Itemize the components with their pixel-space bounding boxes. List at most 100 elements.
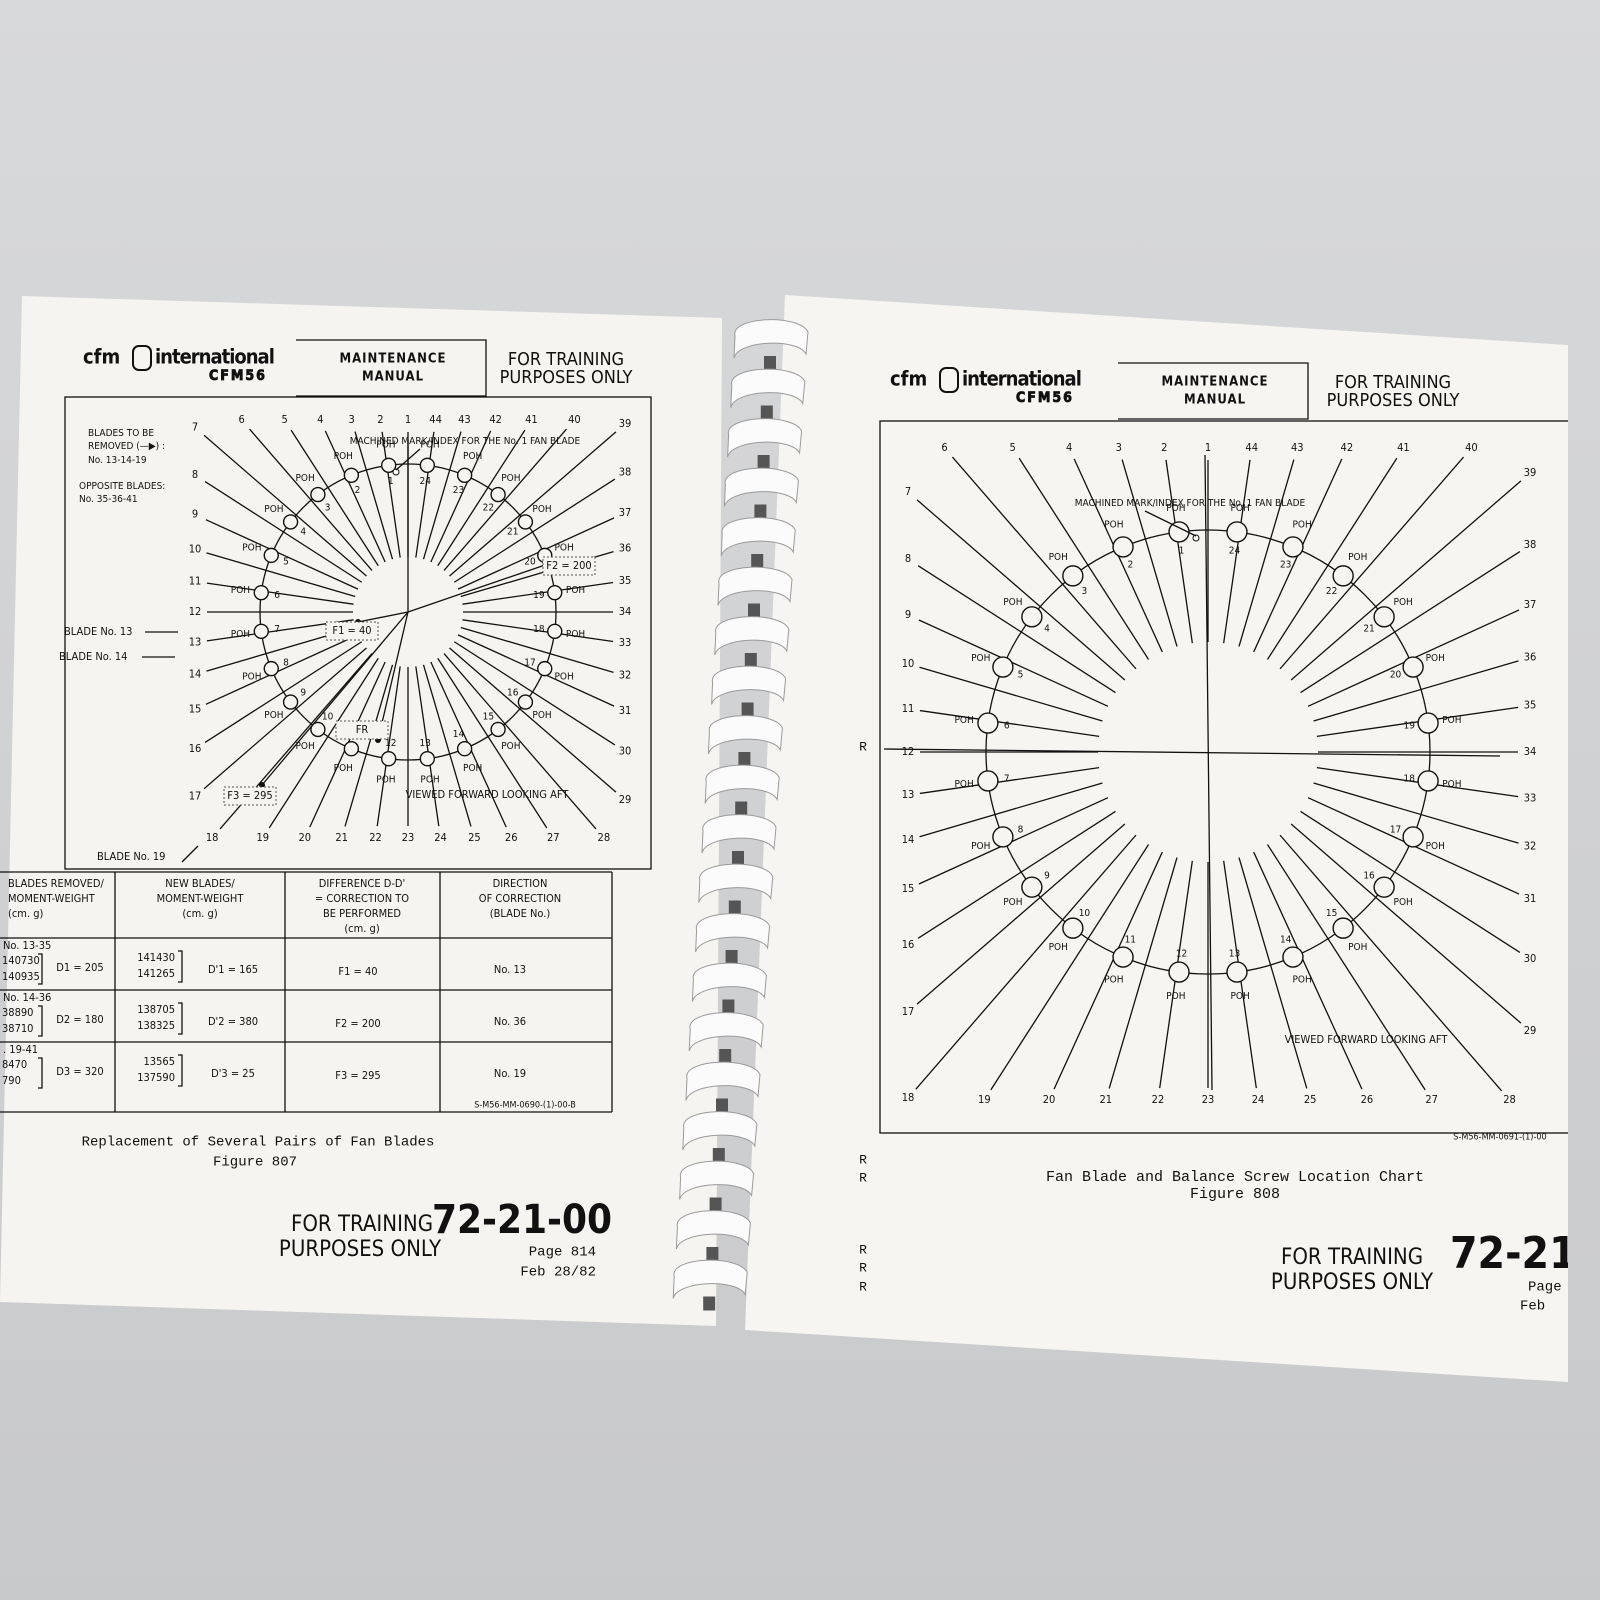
blade-number: 23 [402,831,415,844]
balance-screw [547,584,563,601]
balance-screw [253,584,269,601]
screw-number: 6 [274,590,280,601]
balance-screw [1282,536,1304,558]
correction-label: F2 = 200 [546,559,591,572]
balance-screw [547,623,563,640]
blade-callout: BLADE No. 13 [64,625,132,638]
cell-weight: 8470 [2,1058,27,1071]
blade-number: 29 [1524,1024,1537,1037]
poh-label: POH [971,653,990,664]
poh-label: POH [463,451,482,462]
binding-slot [709,1197,722,1212]
right-sheet [745,295,1568,1382]
blade-number: 35 [619,574,632,587]
poh-label: POH [1230,991,1249,1002]
section-number: 72-21- [1450,1228,1593,1279]
blade-number: 11 [189,574,202,587]
blade-number: 37 [619,506,632,519]
blade-line [415,666,440,827]
binding-loop [727,418,803,458]
screw-number: 17 [524,658,535,669]
blade-number: 12 [189,605,202,618]
drawing-code: S-M56-MM-0691-(1)-00 [1453,1133,1546,1143]
view-note: VIEWED FORWARD LOOKING AFT [1285,1033,1449,1046]
screw-number: 19 [533,590,545,601]
blade-line [1300,551,1521,694]
balance-screw [263,660,279,677]
blade-number: 1 [1205,441,1211,454]
binding-slot [732,851,744,865]
header-box [296,339,487,397]
blade-number: 3 [348,413,354,426]
bracket [178,950,183,983]
binding-loop [717,566,793,606]
blade-number: 10 [189,542,202,555]
blade-line [1238,857,1308,1089]
removed-note: REMOVED (—▶) : [88,441,165,452]
cell-direction: No. 36 [494,1015,526,1028]
cell-weight: 13565 [144,1055,175,1068]
logo-name: international [155,345,274,369]
poh-label: POH [420,439,439,450]
engine: CFM56 [1016,390,1074,406]
correction-box [223,786,277,806]
blade-line [453,641,616,746]
blade-line [917,810,1116,939]
poh-label: POH [334,451,353,462]
blade-number: 44 [1245,441,1258,454]
blade-line [290,429,379,567]
binding-loop [723,467,799,507]
binding-slot [754,504,767,519]
balance-screw [1373,606,1395,628]
index-leader [1144,510,1197,537]
poh-label: POH [1348,942,1367,953]
manual-title: MANUAL [362,370,424,385]
poh-label: POH [501,473,520,484]
screw-number: 12 [1176,948,1187,959]
removed-note: BLADES TO BE [88,428,154,439]
blade-line [916,499,1126,681]
binding-loop [704,764,780,804]
screw-number: 10 [1079,908,1091,919]
axis-line [1204,454,1213,1091]
blade-number: 5 [281,413,287,426]
cell-weight: 138705 [137,1003,175,1016]
binding-loop [711,665,787,705]
removed-note: No. 13-14-19 [88,455,147,466]
blade-number: 35 [1524,699,1537,712]
blade-line [919,782,1103,838]
page-date: Feb [1520,1299,1545,1315]
manual-title: MAINTENANCE [1161,375,1268,390]
poh-label: POH [463,763,482,774]
blade-line [1290,823,1522,1024]
screw-number: 5 [1018,669,1024,680]
balance-screw [1021,606,1043,628]
footer-notice: FOR TRAINING [291,1212,433,1237]
footer-notice: PURPOSES ONLY [1271,1270,1434,1295]
blade-number: 8 [192,468,198,481]
blade-number: 41 [1397,441,1410,454]
blade-number: 30 [619,744,632,757]
balance-screw [1332,565,1354,587]
poh-label: POH [1104,974,1123,985]
cell-direction: No. 13 [494,963,526,976]
balance-screw [263,547,279,564]
poh-label: POH [954,779,973,790]
balance-screw [253,623,269,640]
blade-number: 16 [189,742,202,755]
axis-line [883,748,1501,757]
balance-screw [282,694,299,710]
table-header: (cm. g) [344,922,380,935]
binding-slot [735,801,748,816]
blade-line [437,429,526,567]
blade-number: 27 [547,831,560,844]
blade-line [203,434,367,577]
blade-line [381,431,401,558]
callout-arrow [181,845,199,863]
logo-icon [132,345,152,371]
blade-number: 3 [1116,441,1122,454]
header-box [1118,362,1309,420]
poh-label: POH [334,763,353,774]
table-header: = CORRECTION TO [315,892,409,905]
